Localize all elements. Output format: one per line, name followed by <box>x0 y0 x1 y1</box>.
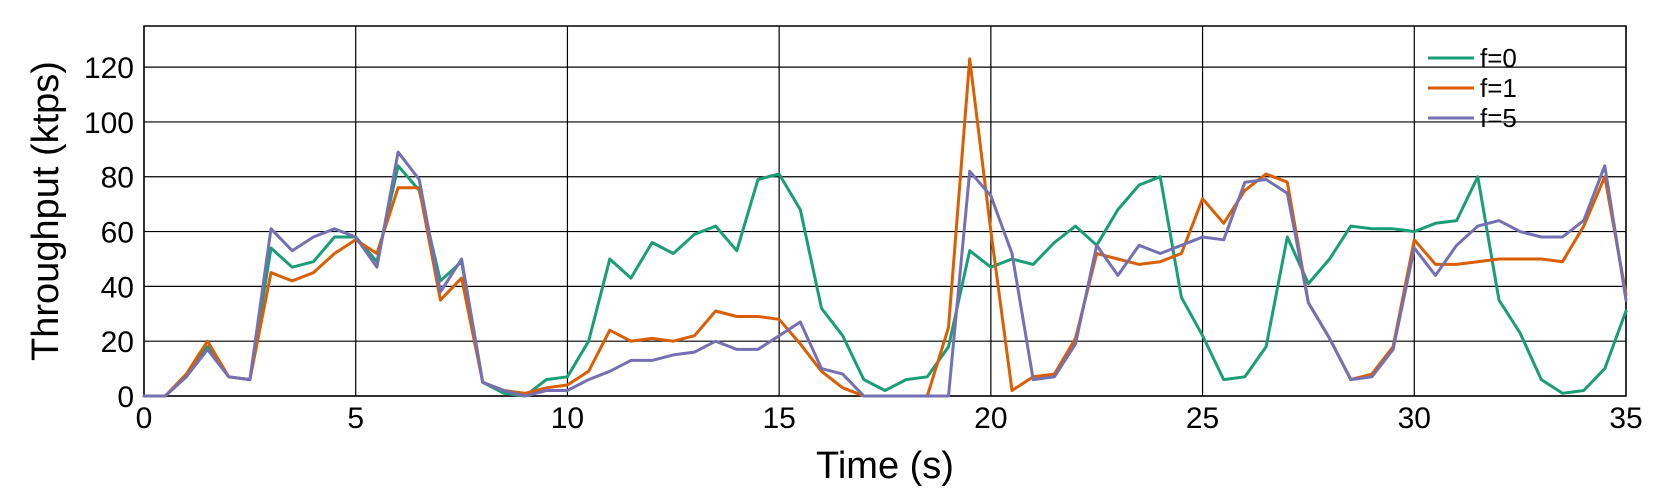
y-tick-label: 60 <box>101 217 134 250</box>
y-tick-label: 0 <box>117 381 134 414</box>
y-tick-label: 100 <box>84 107 134 140</box>
y-tick-label: 20 <box>101 326 134 359</box>
legend-label: f=5 <box>1480 103 1517 133</box>
x-tick-label: 0 <box>136 402 153 435</box>
series-line-f=5 <box>142 150 1628 398</box>
grid-lines <box>143 26 1627 397</box>
x-tick-label: 30 <box>1398 402 1431 435</box>
x-tick-label: 10 <box>551 402 584 435</box>
y-tick-label: 80 <box>101 162 134 195</box>
legend: f=0f=1f=5 <box>1428 43 1517 133</box>
x-tick-label: 20 <box>974 402 1007 435</box>
series-line-f=0 <box>142 164 1628 398</box>
y-axis-title: Throughput (ktps) <box>25 61 67 361</box>
x-tick-label: 15 <box>762 402 795 435</box>
x-tick-label: 35 <box>1609 402 1642 435</box>
legend-label: f=1 <box>1480 73 1517 103</box>
x-axis-title: Time (s) <box>816 445 954 487</box>
y-tick-label: 40 <box>101 271 134 304</box>
plot-area-frame <box>143 25 1627 397</box>
x-tick-label: 25 <box>1186 402 1219 435</box>
series-line-f=1 <box>142 57 1628 398</box>
series-lines <box>142 57 1628 398</box>
y-tick-label: 120 <box>84 52 134 85</box>
legend-label: f=0 <box>1480 43 1517 73</box>
tick-labels: 0 5 10 15 20 25 30 35 0 20 40 60 80 100 120 <box>84 52 1643 435</box>
x-tick-label: 5 <box>347 402 364 435</box>
